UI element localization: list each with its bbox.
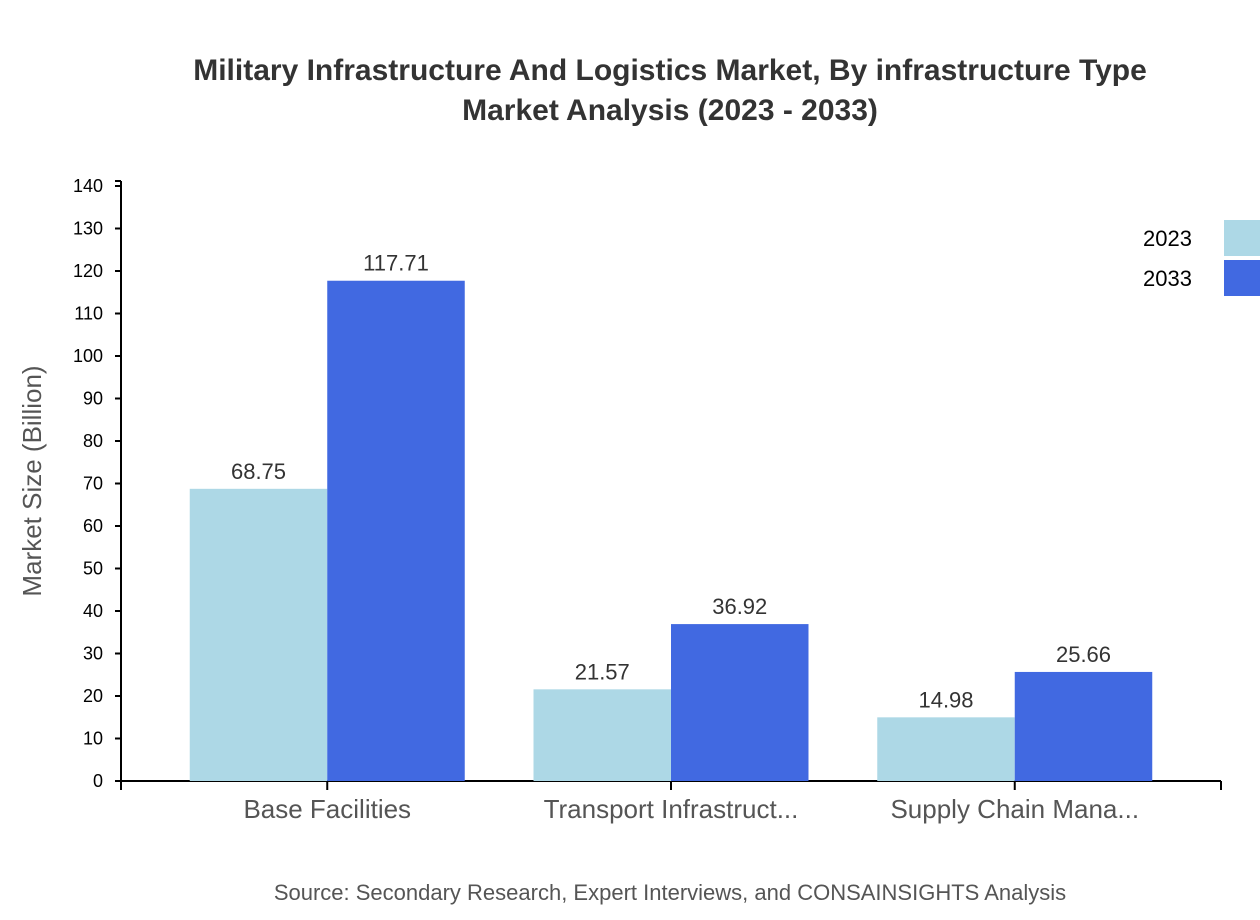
legend-label: 2023 bbox=[1143, 226, 1192, 251]
legend-swatch-2033 bbox=[1224, 260, 1260, 296]
x-tick-label: Transport Infrastruct... bbox=[544, 794, 799, 824]
y-tick-label: 0 bbox=[93, 771, 103, 791]
y-tick-label: 70 bbox=[83, 474, 103, 494]
y-tick-label: 100 bbox=[73, 346, 103, 366]
y-tick-label: 40 bbox=[83, 601, 103, 621]
bar-2023 bbox=[533, 689, 671, 781]
bars: 68.75 117.71 21.57 36.92 14.98 25.66 bbox=[189, 251, 1153, 781]
x-tick-label: Base Facilities bbox=[243, 794, 411, 824]
y-tick-label: 120 bbox=[73, 261, 103, 281]
bar-2033 bbox=[1014, 671, 1153, 781]
bar-2033 bbox=[671, 624, 809, 781]
y-tick-label: 90 bbox=[83, 389, 103, 409]
y-tick-label: 20 bbox=[83, 686, 103, 706]
data-label: 14.98 bbox=[918, 687, 973, 712]
source-note: Source: Secondary Research, Expert Inter… bbox=[274, 880, 1066, 905]
y-axis-label: Market Size (Billion) bbox=[17, 365, 47, 596]
y-tick-label: 30 bbox=[83, 644, 103, 664]
bar-2023 bbox=[877, 717, 1015, 781]
data-label: 25.66 bbox=[1056, 642, 1111, 667]
x-axis: Base Facilities Transport Infrastruct... S… bbox=[120, 780, 1222, 824]
data-label: 21.57 bbox=[575, 659, 630, 684]
chart-subtitle: Market Analysis (2023 - 2033) bbox=[462, 94, 878, 127]
y-tick-label: 10 bbox=[83, 729, 103, 749]
legend: 2023 2033 bbox=[1143, 220, 1260, 296]
y-tick-label: 50 bbox=[83, 559, 103, 579]
y-tick-label: 80 bbox=[83, 431, 103, 451]
y-tick-label: 140 bbox=[73, 176, 103, 196]
y-tick-label: 110 bbox=[74, 304, 103, 324]
legend-swatch-2023 bbox=[1224, 220, 1260, 256]
y-axis: 0 10 20 30 40 50 60 70 80 90 100 110 120 130 140 bbox=[73, 176, 122, 791]
bar-2033 bbox=[327, 280, 465, 781]
data-label: 117.71 bbox=[363, 251, 429, 276]
data-label: 36.92 bbox=[712, 594, 767, 619]
y-tick-label: 60 bbox=[83, 516, 103, 536]
bar-2023 bbox=[189, 488, 328, 781]
data-label: 68.75 bbox=[231, 459, 286, 484]
y-tick-label: 130 bbox=[73, 219, 103, 239]
x-tick-label: Supply Chain Mana... bbox=[890, 794, 1139, 824]
legend-label: 2033 bbox=[1143, 266, 1192, 291]
chart-title: Military Infrastructure And Logistics Ma… bbox=[193, 54, 1147, 87]
